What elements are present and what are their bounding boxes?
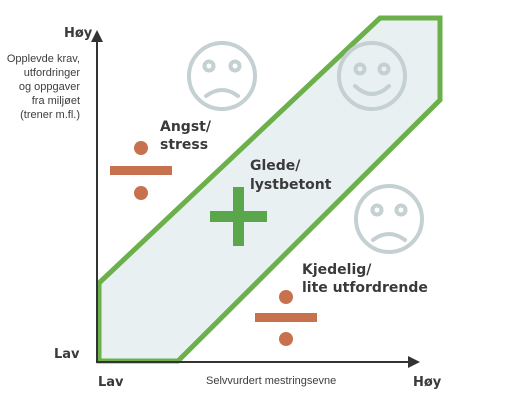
x-axis	[96, 356, 420, 368]
y-axis-title: Opplevde krav, utfordringer og oppgaver …	[7, 53, 80, 121]
x-axis-title: Selvvurdert mestringsevne	[206, 375, 336, 387]
sad-face-icon	[354, 184, 424, 254]
plus-sign-icon	[210, 187, 267, 246]
anxiety-label-line1: Angst/	[160, 119, 212, 135]
y-axis-title-line: utfordringer	[24, 67, 81, 79]
flow-label-line1: Glede/	[250, 158, 301, 174]
flow-label-line2: lystbetont	[250, 177, 332, 193]
division-sign-icon	[255, 290, 317, 346]
y-axis-low-label: Lav	[54, 347, 80, 362]
boredom-label-line1: Kjedelig/	[302, 262, 372, 278]
y-axis-title-line: og oppgaver	[19, 81, 80, 93]
y-axis-title-line: (trener m.fl.)	[20, 109, 80, 121]
x-axis-high-label: Høy	[413, 375, 442, 390]
division-sign-icon	[110, 141, 172, 200]
smiling-face-icon	[337, 41, 407, 111]
y-axis-title-line: fra miljøet	[32, 95, 80, 107]
anxiety-label-line2: stress	[160, 137, 208, 153]
y-axis	[91, 30, 103, 362]
sad-face-icon	[187, 41, 257, 111]
y-axis-high-label: Høy	[64, 26, 93, 41]
boredom-label-line2: lite utfordrende	[302, 280, 428, 296]
x-axis-low-label: Lav	[98, 375, 124, 390]
y-axis-title-line: Opplevde krav,	[7, 53, 80, 65]
